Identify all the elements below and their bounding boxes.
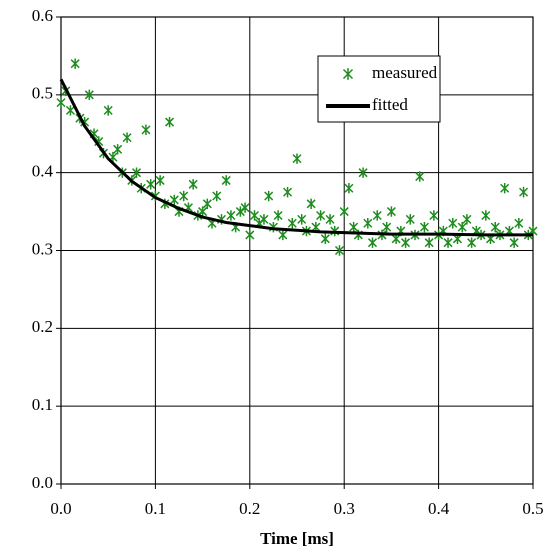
data-point (202, 198, 212, 209)
data-point (245, 229, 255, 241)
data-point (334, 245, 345, 256)
data-point (278, 229, 288, 241)
x-tick-label: 0.0 (50, 499, 71, 518)
data-point (297, 214, 307, 225)
data-point (155, 175, 165, 186)
data-point (122, 132, 132, 143)
data-point (415, 171, 425, 182)
data-point (382, 221, 392, 233)
data-point (212, 190, 222, 202)
data-point (358, 167, 368, 178)
data-point (283, 186, 293, 198)
data-point (443, 237, 453, 248)
legend: measured fitted (317, 55, 441, 123)
data-point (221, 175, 231, 186)
data-point (249, 210, 260, 221)
data-point (165, 116, 175, 128)
legend-label: measured (372, 63, 438, 82)
data-point (146, 179, 156, 190)
data-point (457, 221, 467, 233)
data-point (349, 221, 359, 233)
legend-box (317, 55, 441, 123)
data-point (462, 214, 472, 225)
data-point (367, 237, 378, 248)
data-point (519, 186, 529, 198)
legend-label: fitted (372, 95, 408, 114)
data-point (103, 105, 113, 116)
data-point (372, 210, 382, 221)
data-point (344, 183, 354, 194)
data-point (259, 214, 269, 225)
data-point (514, 218, 524, 229)
data-point (188, 179, 198, 190)
data-point (490, 221, 500, 233)
data-point (481, 210, 491, 221)
data-point (509, 237, 519, 248)
data-point (386, 206, 396, 217)
x-tick-label: 0.4 (428, 499, 450, 518)
data-point (179, 190, 189, 202)
y-tick-label: 0.4 (32, 162, 54, 181)
data-point (363, 218, 373, 229)
data-point (198, 206, 208, 217)
data-point (264, 190, 274, 202)
x-axis-label: Time [ms] (260, 529, 334, 548)
data-point (56, 97, 66, 108)
data-point (320, 233, 330, 245)
data-point (226, 210, 236, 221)
data-point (287, 218, 297, 229)
y-tick-label: 0.1 (32, 395, 53, 414)
plot-frame (60, 16, 534, 485)
data-point (424, 237, 434, 248)
data-point (113, 144, 123, 155)
y-tick-label: 0.2 (32, 317, 53, 336)
data-point (339, 206, 349, 217)
data-point (65, 105, 75, 116)
data-point (325, 214, 335, 225)
data-point (316, 210, 326, 221)
data-point (141, 124, 151, 136)
data-point (292, 153, 302, 164)
data-point (419, 221, 429, 233)
fit-line (59, 78, 533, 237)
legend-marker (342, 68, 354, 80)
x-tick-label: 0.5 (522, 499, 543, 518)
y-tick-label: 0.0 (32, 473, 53, 492)
data-point (467, 237, 477, 248)
x-tick-label: 0.1 (145, 499, 166, 518)
data-point (500, 183, 510, 194)
y-tick-label: 0.5 (32, 84, 53, 103)
data-point (273, 210, 283, 221)
data-point (306, 198, 316, 209)
data-point (405, 214, 415, 225)
data-point (401, 237, 411, 248)
data-point (70, 58, 80, 69)
data-point (240, 202, 250, 213)
data-point (84, 89, 94, 101)
data-point (169, 194, 179, 206)
y-tick-label: 0.6 (32, 6, 53, 25)
data-point (448, 218, 458, 229)
x-tick-label: 0.3 (334, 499, 355, 518)
y-tick-label: 0.3 (32, 239, 53, 258)
data-point (429, 210, 439, 221)
data-point (131, 167, 142, 178)
x-tick-label: 0.2 (239, 499, 260, 518)
